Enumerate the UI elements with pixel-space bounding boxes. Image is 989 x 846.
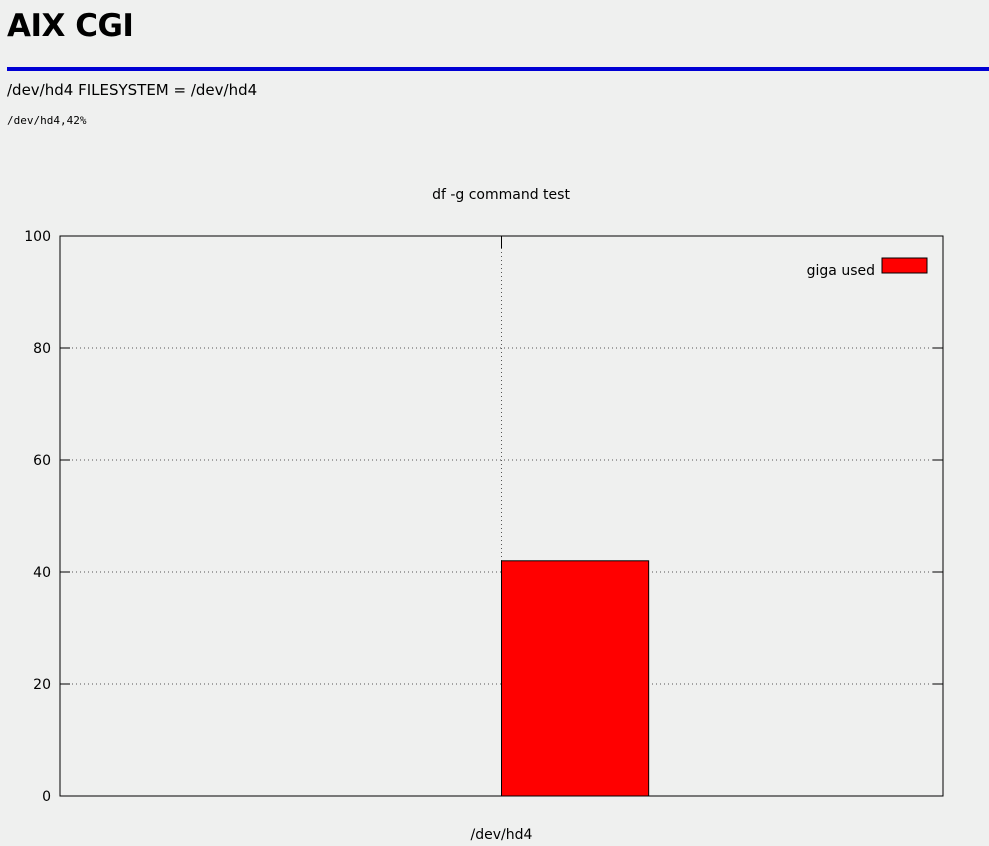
filesystem-heading: /dev/hd4 FILESYSTEM = /dev/hd4 xyxy=(7,81,258,99)
bar xyxy=(501,560,650,797)
x-tick-labels: /dev/hd4 xyxy=(471,827,533,843)
df-output: /dev/hd4,42% xyxy=(7,114,87,127)
y-tick-label: 80 xyxy=(33,341,51,357)
chart-legend: giga used xyxy=(807,257,928,279)
y-tick-label: 100 xyxy=(24,229,51,245)
page-title: AIX CGI xyxy=(7,8,134,44)
y-tick-label: 40 xyxy=(33,565,51,581)
bar-chart: df -g command test 0 20 40 60 80 100 /dev/hd4… xyxy=(24,187,944,843)
title-divider xyxy=(7,67,989,71)
chart-grid xyxy=(60,236,943,796)
y-tick-label: 20 xyxy=(33,677,51,693)
chart-title: df -g command test xyxy=(432,187,570,203)
legend-swatch xyxy=(881,257,928,274)
y-tick-labels: 0 20 40 60 80 100 xyxy=(24,229,51,805)
x-tick-label: /dev/hd4 xyxy=(471,827,533,843)
chart-bars xyxy=(501,560,650,797)
legend-label: giga used xyxy=(807,263,875,279)
y-tick-label: 60 xyxy=(33,453,51,469)
chart-ticks xyxy=(60,235,943,797)
y-tick-label: 0 xyxy=(42,789,51,805)
